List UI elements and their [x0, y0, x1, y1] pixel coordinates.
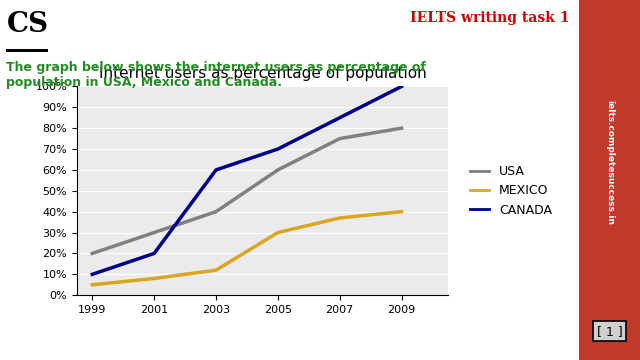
Legend: USA, MEXICO, CANADA: USA, MEXICO, CANADA [465, 160, 557, 221]
Text: IELTS writing task 1: IELTS writing task 1 [410, 11, 570, 25]
Text: ielts.completesuccess.in: ielts.completesuccess.in [605, 99, 614, 225]
Title: Internet users as percentage of population: Internet users as percentage of populati… [99, 66, 426, 81]
Text: CS: CS [6, 11, 49, 38]
Text: The graph below shows the internet users as percentage of
population in USA, Mex: The graph below shows the internet users… [6, 61, 426, 89]
Text: [ 1 ]: [ 1 ] [596, 325, 623, 338]
